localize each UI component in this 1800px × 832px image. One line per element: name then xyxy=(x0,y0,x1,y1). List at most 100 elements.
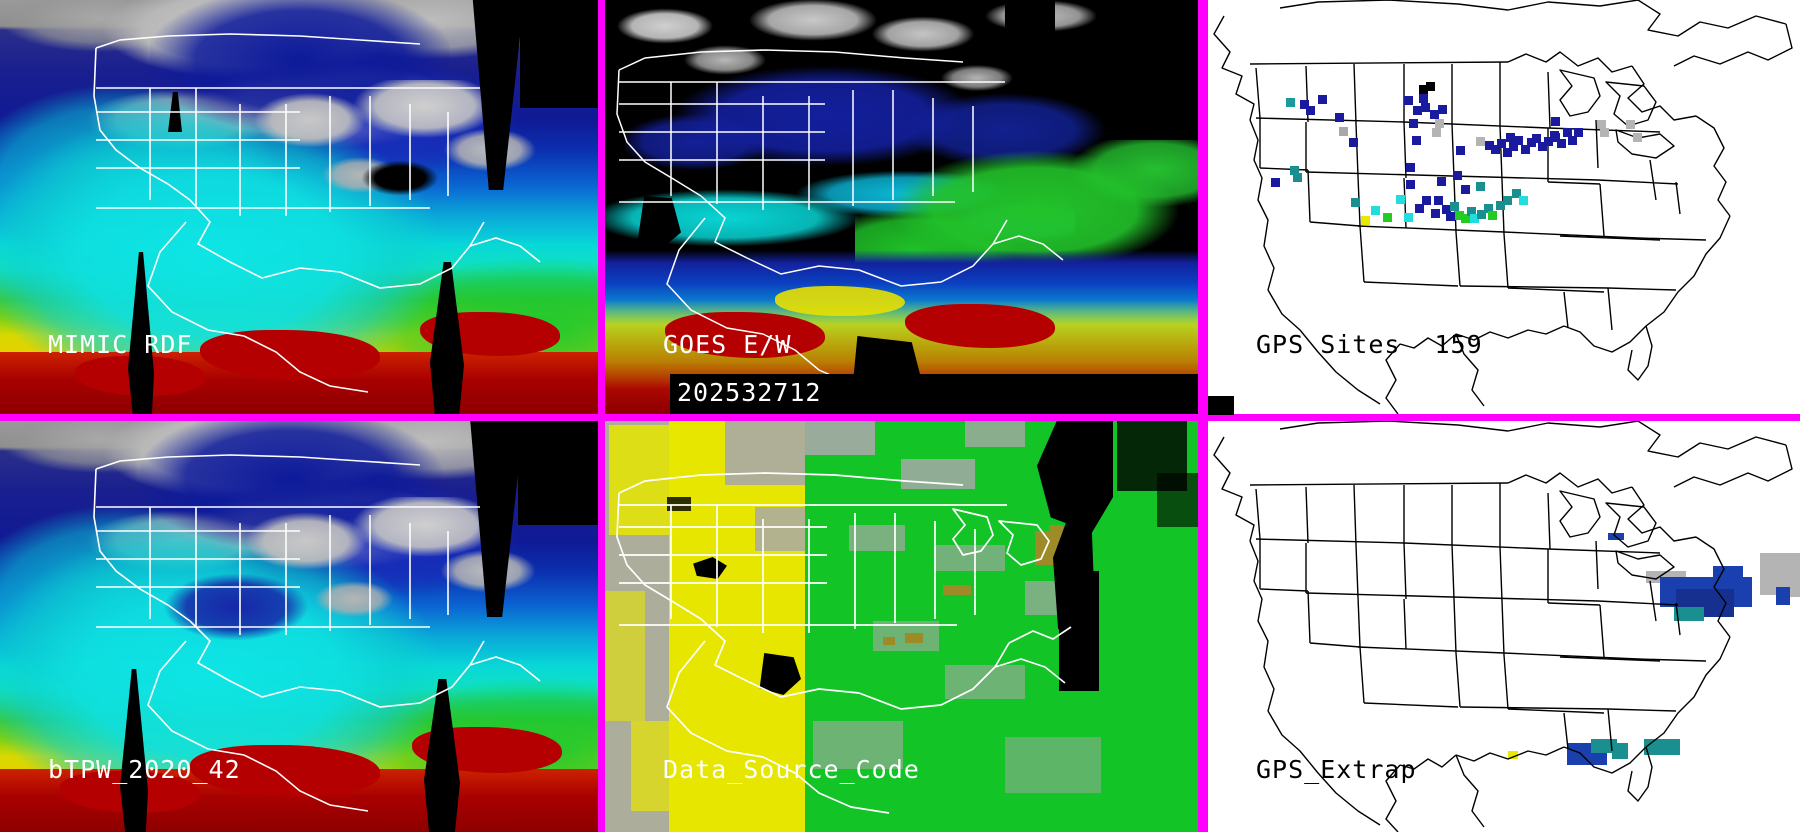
gps-site-marker xyxy=(1456,146,1465,155)
gps-site-marker xyxy=(1421,103,1430,112)
gps-extrap-region xyxy=(1612,743,1628,759)
gps-site-marker xyxy=(1550,131,1559,140)
gps-site-marker xyxy=(1406,163,1415,172)
gps-site-marker xyxy=(1437,177,1446,186)
gps-extrap-region xyxy=(1713,566,1743,584)
gps-site-marker xyxy=(1271,178,1280,187)
gps-extrap-region xyxy=(1776,587,1790,605)
gps-site-marker xyxy=(1626,120,1635,129)
gps-site-marker xyxy=(1491,145,1500,154)
gps-site-marker xyxy=(1426,82,1435,91)
gps-site-marker xyxy=(1521,145,1530,154)
panel-btpw[interactable]: bTPW_2020_42 xyxy=(0,421,598,832)
mimic-coastline-overlay xyxy=(93,33,541,393)
panel-mimic-rdf[interactable]: MIMIC RDF xyxy=(0,0,598,414)
panel-gps-sites[interactable]: GPS Sites 159 xyxy=(1208,0,1800,414)
gps-site-marker xyxy=(1488,211,1497,220)
gps-site-marker xyxy=(1497,139,1506,148)
gps-site-marker xyxy=(1633,133,1642,142)
divider-black-notch xyxy=(1208,396,1234,415)
gps-extrap-map xyxy=(1208,421,1800,832)
separator-horizontal xyxy=(0,414,1800,421)
gps-extrap-region xyxy=(1674,607,1704,621)
gps-site-marker xyxy=(1527,138,1536,147)
gps-site-marker xyxy=(1404,96,1413,105)
gps-site-marker xyxy=(1470,214,1479,223)
panel-gps-extrap[interactable]: GPS_Extrap xyxy=(1208,421,1800,832)
gps-site-marker xyxy=(1519,196,1528,205)
gps-site-marker xyxy=(1532,134,1541,143)
gps-site-marker xyxy=(1412,136,1421,145)
btpw-raster xyxy=(0,421,598,832)
mimic-rdf-raster xyxy=(0,0,598,414)
gps-site-marker xyxy=(1349,138,1358,147)
goes-coastline-overlay xyxy=(616,49,1064,391)
gps-site-marker xyxy=(1563,128,1572,137)
panel-goes-ew[interactable]: GOES E/W 202532712 xyxy=(605,0,1198,414)
gps-site-marker xyxy=(1404,213,1413,222)
separator-vertical-left-bottom xyxy=(598,421,605,832)
goes-ew-raster xyxy=(605,0,1198,414)
gps-site-marker xyxy=(1450,202,1459,211)
gps-site-marker xyxy=(1453,171,1462,180)
gps-site-marker xyxy=(1597,120,1606,129)
gps-site-marker xyxy=(1383,213,1392,222)
gps-site-marker xyxy=(1406,180,1415,189)
separator-vertical-left xyxy=(598,0,605,414)
gps-site-marker xyxy=(1371,206,1380,215)
gps-sites-map xyxy=(1208,0,1800,414)
gps-extrap-region xyxy=(1644,739,1680,755)
gps-site-marker xyxy=(1509,142,1518,151)
gps-site-marker xyxy=(1476,137,1485,146)
gps-site-marker xyxy=(1557,139,1566,148)
gps-site-marker xyxy=(1306,106,1315,115)
gps-site-marker xyxy=(1293,173,1302,182)
gps-site-marker xyxy=(1503,196,1512,205)
gps-site-marker xyxy=(1568,136,1577,145)
gps-site-marker xyxy=(1477,210,1486,219)
gps-site-marker xyxy=(1438,105,1447,114)
gps-site-marker xyxy=(1484,204,1493,213)
gps-site-marker xyxy=(1551,117,1560,126)
gps-site-marker xyxy=(1435,119,1444,128)
gps-site-marker xyxy=(1396,195,1405,204)
gps-site-marker xyxy=(1485,141,1494,150)
gps-site-marker xyxy=(1286,98,1295,107)
panel-data-source-code[interactable]: Data_Source_Code xyxy=(605,421,1198,832)
gps-site-marker xyxy=(1419,94,1428,103)
gps-site-marker xyxy=(1503,148,1512,157)
gps-extrap-region xyxy=(1508,751,1518,759)
north-america-outline xyxy=(1213,0,1793,414)
gps-site-marker xyxy=(1538,142,1547,151)
gps-site-marker xyxy=(1442,205,1451,214)
gps-site-marker xyxy=(1431,209,1440,218)
gps-site-marker xyxy=(1415,204,1424,213)
gps-site-marker xyxy=(1300,100,1309,109)
gps-site-marker xyxy=(1461,214,1470,223)
dsc-boundaries-overlay xyxy=(616,472,1072,814)
gps-site-marker xyxy=(1335,113,1344,122)
separator-vertical-right-bottom xyxy=(1198,421,1208,832)
gps-site-marker xyxy=(1413,106,1422,115)
timestamp-strip xyxy=(670,374,1198,414)
gps-site-marker xyxy=(1514,136,1523,145)
gps-site-marker xyxy=(1422,196,1431,205)
gps-site-marker xyxy=(1512,189,1521,198)
north-america-outline-2 xyxy=(1213,421,1793,832)
gps-site-marker xyxy=(1290,166,1299,175)
gps-site-marker xyxy=(1361,216,1370,225)
gps-site-marker xyxy=(1446,212,1455,221)
gps-site-marker xyxy=(1351,198,1360,207)
gps-site-marker xyxy=(1496,201,1505,210)
separator-vertical-right xyxy=(1198,0,1208,414)
gps-site-marker xyxy=(1409,119,1418,128)
gps-site-marker xyxy=(1467,207,1476,216)
gps-site-marker xyxy=(1461,185,1470,194)
gps-site-marker xyxy=(1432,128,1441,137)
gps-site-marker xyxy=(1419,85,1428,94)
gps-site-marker xyxy=(1476,182,1485,191)
gps-site-marker xyxy=(1506,133,1515,142)
gps-site-marker xyxy=(1318,95,1327,104)
gps-site-marker xyxy=(1434,196,1443,205)
